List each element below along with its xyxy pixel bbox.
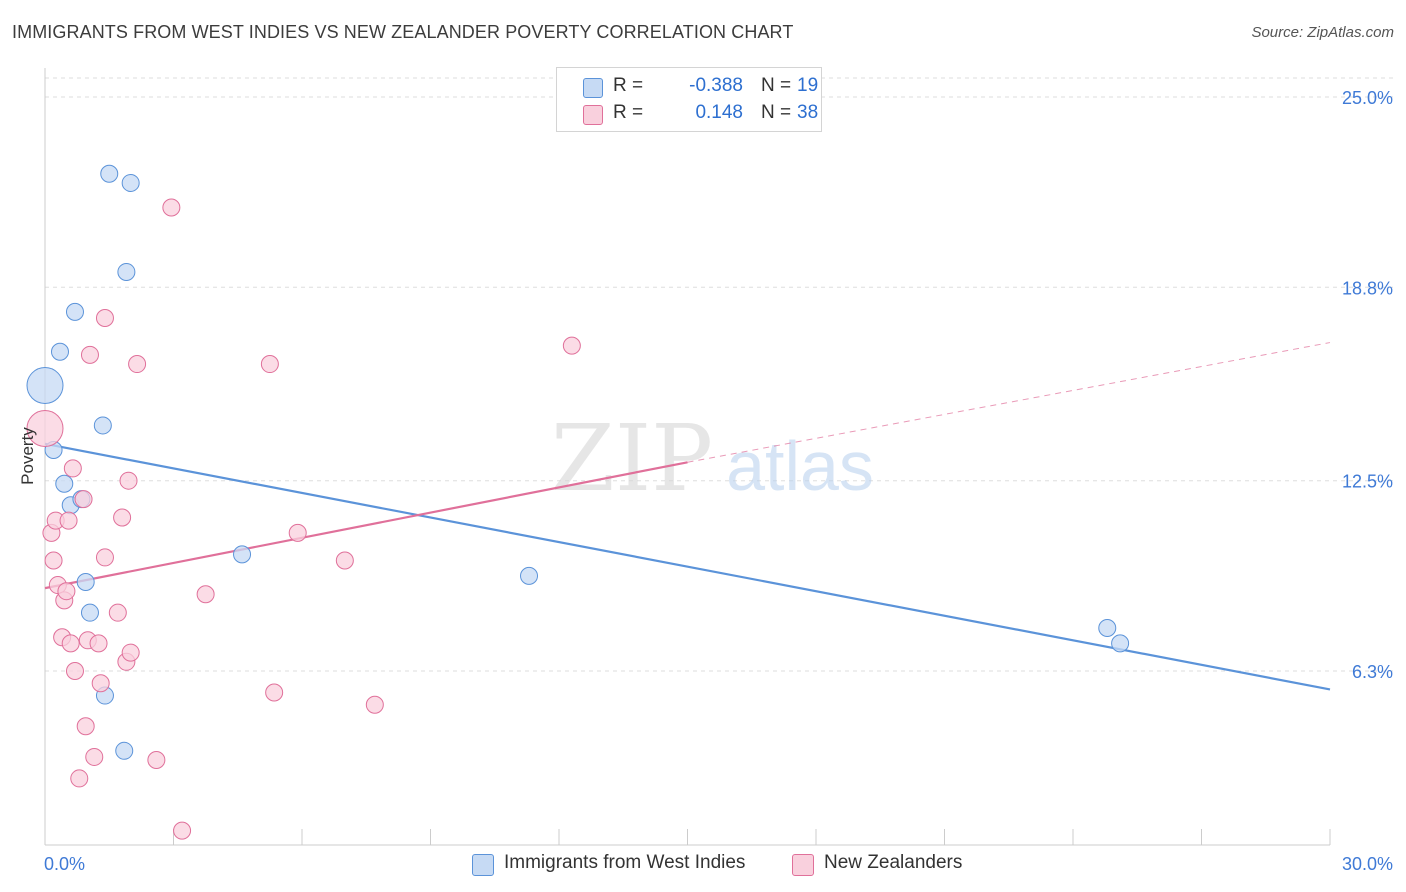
west-indies-point (50, 342, 69, 361)
legend-label: New Zealanders (824, 852, 963, 873)
x-tick-label: 30.0% (1342, 854, 1393, 874)
watermark-atlas: atlas (726, 427, 874, 505)
west-indies-point (100, 164, 119, 183)
new-zealanders-point (335, 551, 354, 570)
new-zealanders-point (74, 490, 93, 509)
y-tick-label: 18.8% (1342, 278, 1393, 298)
new-zealanders-point (89, 634, 108, 653)
new-zealanders-point (121, 643, 140, 662)
west-indies-point (115, 741, 134, 760)
new-zealanders-point (44, 551, 63, 570)
new-zealanders-point (128, 355, 147, 374)
new-zealanders-trend-extension (687, 342, 1331, 463)
r-value: -0.388 (689, 75, 743, 96)
new-zealanders-point (26, 410, 64, 448)
n-value: 38 (797, 102, 819, 123)
west-indies-point (65, 302, 84, 321)
new-zealanders-point (63, 459, 82, 478)
legend-label: Immigrants from West Indies (504, 852, 746, 873)
watermark-zip: ZIP (551, 405, 713, 512)
new-zealanders-point (162, 198, 181, 217)
new-zealanders-point (80, 345, 99, 364)
chart-title: IMMIGRANTS FROM WEST INDIES VS NEW ZEALA… (12, 22, 794, 42)
west-indies-point (93, 416, 112, 435)
west-indies-swatch (472, 854, 494, 876)
new-zealanders-swatch (792, 854, 814, 876)
y-axis-label: Poverty (18, 427, 37, 485)
new-zealanders-point (91, 674, 110, 693)
new-zealanders-trend-line (44, 461, 688, 590)
stats-legend: R = -0.388 N = 19 R = 0.148 N = 38 (556, 67, 822, 132)
n-label: N = (761, 75, 792, 96)
grid-lines (45, 77, 1395, 672)
new-zealanders-point (59, 511, 78, 530)
new-zealanders-point (95, 309, 114, 328)
source-label: Source: ZipAtlas.com (1251, 24, 1394, 41)
n-label: N = (761, 102, 792, 123)
west-indies-point (1098, 619, 1117, 638)
new-zealanders-point (70, 769, 89, 788)
y-tick-label: 25.0% (1342, 88, 1393, 108)
r-value: 0.148 (695, 102, 743, 123)
west-indies-point (117, 262, 136, 281)
n-value: 19 (797, 75, 819, 96)
new-zealanders-point (119, 471, 138, 490)
new-zealanders-point (265, 683, 284, 702)
west-indies-point (26, 367, 64, 405)
data-points (26, 164, 1130, 840)
r-label: R = (613, 102, 644, 123)
axis-labels: 6.3% 12.5% 18.8% 25.0% 0.0% 30.0% Poverty (18, 88, 1393, 874)
y-tick-label: 6.3% (1352, 662, 1393, 682)
new-zealanders-point (85, 747, 104, 766)
west-indies-swatch (583, 78, 603, 98)
axes (44, 68, 1331, 846)
new-zealanders-point (288, 523, 307, 542)
new-zealanders-point (95, 548, 114, 567)
y-tick-label: 12.5% (1342, 472, 1393, 492)
r-label: R = (613, 75, 644, 96)
new-zealanders-point (108, 603, 127, 622)
new-zealanders-point (173, 821, 192, 840)
new-zealanders-swatch (583, 105, 603, 125)
new-zealanders-point (65, 662, 84, 680)
west-indies-point (520, 566, 539, 585)
west-indies-point (55, 474, 74, 493)
new-zealanders-point (196, 585, 215, 604)
series-legend: Immigrants from West Indies New Zealande… (0, 851, 1406, 879)
watermark: ZIP atlas (551, 405, 874, 512)
new-zealanders-point (562, 336, 581, 355)
new-zealanders-point (365, 695, 384, 714)
west-indies-point (76, 572, 95, 591)
new-zealanders-point (76, 717, 95, 736)
new-zealanders-point (260, 355, 279, 374)
west-indies-point (121, 173, 140, 192)
west-indies-point (233, 545, 252, 564)
new-zealanders-point (113, 508, 132, 527)
west-indies-point (1111, 634, 1130, 653)
x-tick-label: 0.0% (44, 854, 85, 874)
new-zealanders-point (147, 751, 166, 770)
west-indies-point (80, 603, 99, 622)
new-zealanders-point (57, 582, 76, 601)
new-zealanders-point (61, 634, 80, 653)
trend-lines (44, 342, 1331, 691)
